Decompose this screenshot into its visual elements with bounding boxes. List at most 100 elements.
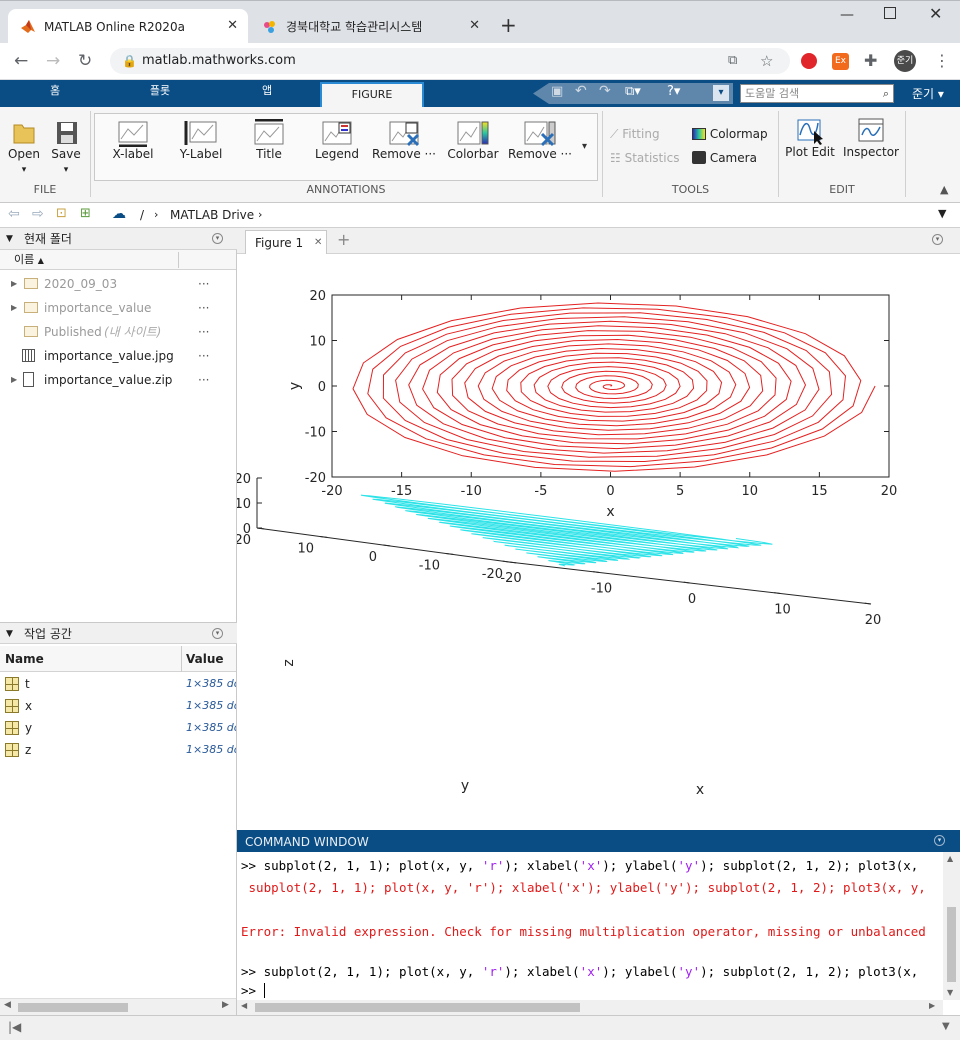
- fitting-button[interactable]: ⟋ Fitting: [610, 127, 660, 142]
- opera-extension-icon[interactable]: [801, 53, 817, 69]
- minimize-icon[interactable]: —: [840, 7, 854, 23]
- forward-icon[interactable]: →: [46, 51, 61, 71]
- extensions-icon[interactable]: ✚: [864, 51, 878, 70]
- folder-list-item[interactable]: ▶ importance_value.zip ···: [0, 368, 236, 392]
- close-tab-icon[interactable]: ✕: [469, 18, 480, 33]
- window-close-icon[interactable]: ✕: [929, 4, 943, 23]
- tab-home[interactable]: 홈: [49, 84, 61, 97]
- status-expand-icon[interactable]: ▼: [942, 1021, 950, 1032]
- browser-tab-matlab[interactable]: MATLAB Online R2020a ✕: [8, 9, 248, 44]
- remove-colorbar-button[interactable]: Remove ···: [506, 119, 574, 161]
- help-icon[interactable]: ?▾: [667, 84, 681, 99]
- expand-arrow-icon[interactable]: ▶: [11, 375, 18, 384]
- help-search-input[interactable]: 도움말 검색 ⌕: [740, 84, 894, 103]
- scroll-left-icon[interactable]: ◀: [4, 1000, 11, 1010]
- browser-tab-lms[interactable]: 경북대학교 학습관리시스템 ✕: [250, 9, 490, 44]
- cloud-drive-icon[interactable]: ☁: [112, 206, 126, 222]
- colormap-button[interactable]: Colormap: [692, 127, 768, 141]
- bookmark-star-icon[interactable]: ☆: [760, 52, 774, 70]
- user-menu[interactable]: 준기 ▾: [912, 87, 944, 101]
- workspace-variable-row[interactable]: x 1×385 dc: [0, 695, 236, 717]
- plot-3d-helix[interactable]: -20 -10 0 10 20 20 10 0 -10 -20 20 10 0 x y z: [237, 472, 881, 798]
- save-button[interactable]: Save ▾: [46, 119, 86, 175]
- scroll-up-icon[interactable]: ▲: [947, 854, 954, 863]
- maximize-icon[interactable]: [884, 7, 896, 19]
- colorbar-button[interactable]: Colorbar: [442, 119, 504, 161]
- expand-arrow-icon[interactable]: ▶: [11, 303, 18, 312]
- ylabel-button[interactable]: Y-Label: [172, 119, 230, 161]
- more-options-icon[interactable]: ···: [198, 349, 210, 363]
- collapse-icon[interactable]: ▼: [6, 629, 13, 639]
- tab-apps[interactable]: 앱: [261, 84, 273, 97]
- open-button[interactable]: Open ▾: [4, 119, 44, 175]
- more-options-icon[interactable]: ···: [198, 325, 210, 339]
- remove-legend-button[interactable]: Remove ···: [370, 119, 438, 161]
- window-layout-icon[interactable]: ⧉▾: [625, 84, 641, 99]
- plot-2d-spiral[interactable]: -20 -15 -10 -5 0 5 10 15 20 20 10 0 -10 -20 x y: [287, 289, 897, 520]
- collapse-icon[interactable]: ▼: [6, 234, 13, 244]
- translate-icon[interactable]: ⧉: [728, 53, 738, 68]
- scroll-right-icon[interactable]: ▶: [929, 1001, 936, 1010]
- scroll-right-icon[interactable]: ▶: [222, 1000, 229, 1010]
- close-tab-icon[interactable]: ✕: [227, 18, 238, 33]
- more-options-icon[interactable]: ···: [198, 373, 210, 387]
- more-options-icon[interactable]: ···: [198, 277, 210, 291]
- url-input[interactable]: 🔒 matlab.mathworks.com ⧉ ☆: [110, 48, 790, 74]
- path-drive[interactable]: MATLAB Drive: [170, 208, 255, 222]
- new-tab-icon[interactable]: +: [500, 13, 517, 37]
- redo-icon[interactable]: ↷: [599, 83, 611, 99]
- panel-menu-icon[interactable]: ▾: [932, 234, 943, 245]
- up-folder-icon[interactable]: ⊡: [56, 206, 67, 221]
- statistics-button[interactable]: ☷ Statistics: [610, 151, 679, 165]
- forward-folder-icon[interactable]: ⇨: [32, 206, 44, 222]
- add-figure-icon[interactable]: +: [337, 230, 351, 249]
- scroll-thumb[interactable]: [255, 1003, 580, 1012]
- workspace-variable-row[interactable]: y 1×385 dc: [0, 717, 236, 739]
- path-root[interactable]: /: [140, 208, 145, 222]
- workspace-variable-row[interactable]: z 1×385 dc: [0, 739, 236, 761]
- scroll-thumb[interactable]: [18, 1003, 128, 1012]
- expand-icon[interactable]: ▾: [713, 85, 729, 101]
- command-window[interactable]: COMMAND WINDOW ▾ >> subplot(2, 1, 1); pl…: [237, 830, 960, 1015]
- save-icon[interactable]: ▣: [551, 84, 564, 99]
- title-button[interactable]: Title: [240, 119, 298, 161]
- plot-edit-button[interactable]: Plot Edit: [784, 117, 836, 159]
- folder-list-item[interactable]: Published (내 사이트) ···: [0, 320, 236, 344]
- reload-icon[interactable]: ↻: [78, 51, 93, 71]
- tab-figure[interactable]: FIGURE: [320, 82, 424, 107]
- camera-button[interactable]: Camera: [692, 151, 757, 165]
- workspace-variable-row[interactable]: t 1×385 dc: [0, 673, 236, 695]
- undo-icon[interactable]: ↶: [575, 83, 587, 99]
- horizontal-scrollbar[interactable]: ◀ ▶: [237, 1000, 943, 1015]
- scroll-left-icon[interactable]: ◀: [241, 1001, 248, 1010]
- horizontal-scrollbar[interactable]: ◀ ▶: [0, 998, 236, 1015]
- panel-menu-icon[interactable]: ▾: [212, 233, 223, 244]
- back-icon[interactable]: ←: [14, 51, 29, 71]
- gallery-expand-icon[interactable]: ▾: [582, 141, 588, 152]
- close-figure-icon[interactable]: ✕: [314, 237, 323, 248]
- vertical-scrollbar[interactable]: ▲ ▼: [943, 852, 960, 1000]
- profile-avatar[interactable]: 준기: [894, 50, 916, 72]
- more-options-icon[interactable]: ···: [198, 301, 210, 315]
- xlabel-button[interactable]: X-label: [104, 119, 162, 161]
- status-collapse-icon[interactable]: |◀: [8, 1020, 22, 1034]
- inspector-button[interactable]: Inspector: [842, 117, 900, 159]
- folder-list-item[interactable]: ▶ importance_value ···: [0, 296, 236, 320]
- expand-arrow-icon[interactable]: ▶: [11, 279, 18, 288]
- figure-tab[interactable]: Figure 1 ✕: [245, 230, 327, 254]
- scroll-down-icon[interactable]: ▼: [947, 988, 954, 997]
- path-dropdown-icon[interactable]: ▼: [938, 207, 947, 220]
- folder-list-item[interactable]: importance_value.jpg ···: [0, 344, 236, 368]
- name-column-header[interactable]: 이름 ▲: [0, 250, 236, 270]
- tab-plots[interactable]: 플롯: [149, 84, 171, 97]
- scroll-thumb[interactable]: [947, 907, 956, 982]
- legend-button[interactable]: Legend: [306, 119, 368, 161]
- menu-kebab-icon[interactable]: ⋮: [934, 51, 950, 70]
- figure-canvas[interactable]: -20 -15 -10 -5 0 5 10 15 20 20 10 0 -10 -20 x y -20 -10 0…: [237, 254, 960, 828]
- collapse-ribbon-icon[interactable]: ▲: [940, 183, 949, 196]
- value-column[interactable]: Value: [186, 652, 224, 666]
- browse-folder-icon[interactable]: ⊞: [80, 206, 91, 221]
- panel-menu-icon[interactable]: ▾: [934, 835, 945, 846]
- back-folder-icon[interactable]: ⇦: [8, 206, 20, 222]
- folder-list-item[interactable]: ▶ 2020_09_03 ···: [0, 272, 236, 296]
